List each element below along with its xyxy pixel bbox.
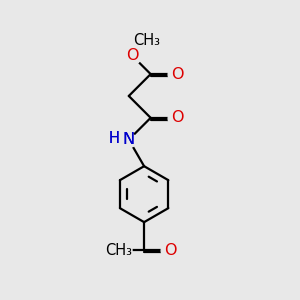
Text: O: O — [171, 110, 183, 125]
Text: H: H — [109, 131, 120, 146]
Text: N: N — [123, 132, 135, 147]
Text: CH₃: CH₃ — [134, 33, 160, 48]
Text: CH₃: CH₃ — [106, 243, 133, 258]
Text: H: H — [109, 131, 120, 146]
Text: N: N — [123, 132, 135, 147]
Text: O: O — [126, 48, 138, 63]
Text: O: O — [164, 243, 177, 258]
Text: O: O — [171, 67, 183, 82]
